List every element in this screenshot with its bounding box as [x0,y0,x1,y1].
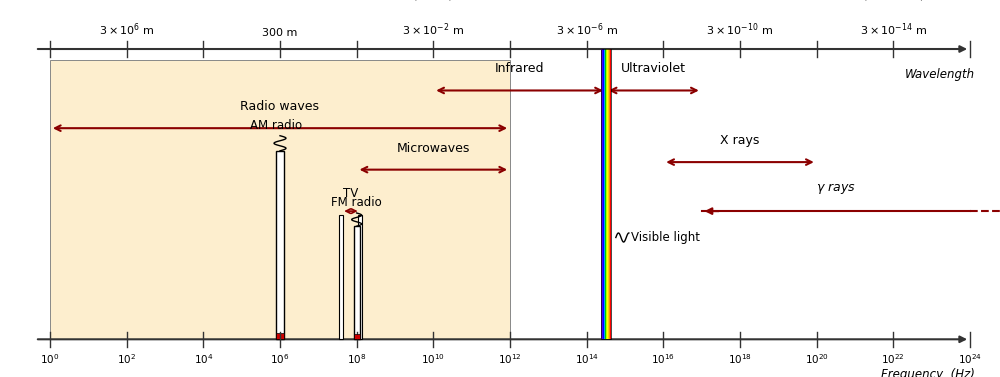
Bar [605,49,606,339]
Text: Visible light: Visible light [631,231,700,244]
Text: $10^{12}$: $10^{12}$ [498,352,522,366]
Bar [608,49,609,339]
Text: $10^{2}$: $10^{2}$ [117,352,136,366]
Bar [609,49,610,339]
Bar [276,151,284,339]
Bar [354,226,360,339]
Text: AM radio: AM radio [250,119,302,132]
Bar [358,215,362,339]
Text: $10^{20}$: $10^{20}$ [805,352,829,366]
Bar [339,215,343,339]
Text: Infrared: Infrared [495,63,544,75]
Text: $10^{4}$: $10^{4}$ [194,352,213,366]
Text: $\gamma$ rays: $\gamma$ rays [816,181,856,196]
Text: X rays: X rays [720,134,760,147]
Bar [50,60,510,339]
Bar [601,49,602,339]
Bar [604,49,605,339]
Bar [601,49,611,339]
Text: $3 \times 10^{-10}$ m: $3 \times 10^{-10}$ m [706,21,774,38]
Bar [607,49,608,339]
Text: $10^{10}$: $10^{10}$ [421,352,445,366]
Text: $10^{18}$: $10^{18}$ [728,352,752,366]
Text: $10^{8}$: $10^{8}$ [347,352,366,366]
Bar [603,49,604,339]
Text: 300 m: 300 m [262,28,298,38]
Text: $3 \times 10^6$ m: $3 \times 10^6$ m [99,21,155,38]
Text: $10^{22}$: $10^{22}$ [881,352,905,366]
Text: $3 \times 10^{-2}$ m: $3 \times 10^{-2}$ m [402,21,464,38]
Bar [276,333,284,339]
Bar [606,49,607,339]
Text: $3 \times 10^{-14}$ m: $3 \times 10^{-14}$ m [860,21,927,38]
Bar [602,49,603,339]
Text: Microwaves: Microwaves [397,142,470,155]
Bar [354,334,360,339]
Text: Frequency  (Hz): Frequency (Hz) [881,368,975,377]
Text: $10^{16}$: $10^{16}$ [651,352,675,366]
Text: $10^{14}$: $10^{14}$ [575,352,599,366]
Bar [610,49,611,339]
Text: Ultraviolet: Ultraviolet [621,63,686,75]
Text: $10^{0}$: $10^{0}$ [40,352,60,366]
Text: Radio waves: Radio waves [240,100,320,113]
Text: FM radio: FM radio [331,196,382,209]
Text: Wavelength: Wavelength [905,68,975,81]
Text: $3 \times 10^{-6}$ m: $3 \times 10^{-6}$ m [556,21,618,38]
Text: TV: TV [343,187,359,200]
Text: $10^{6}$: $10^{6}$ [270,352,290,366]
Text: $10^{24}$: $10^{24}$ [958,352,982,366]
